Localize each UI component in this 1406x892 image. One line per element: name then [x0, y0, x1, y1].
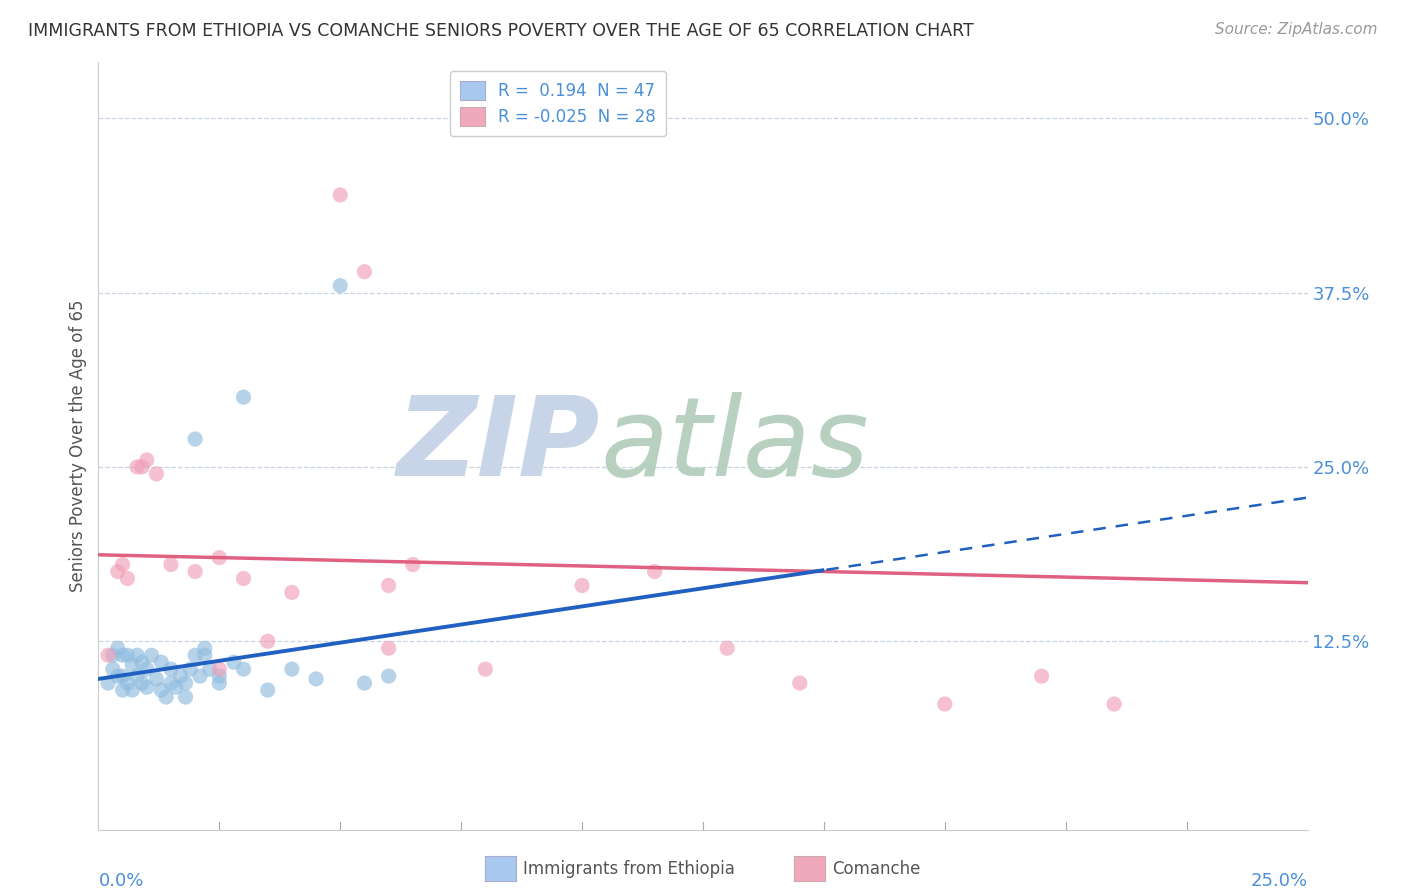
Point: [160, 558, 183, 572]
Point: [232, 390, 254, 404]
Point: [121, 657, 143, 672]
Point: [716, 641, 738, 656]
Point: [256, 683, 278, 698]
Point: [135, 453, 157, 467]
Point: [353, 676, 375, 690]
Point: [107, 669, 129, 683]
Point: [194, 641, 217, 656]
Point: [121, 683, 143, 698]
Point: [377, 669, 399, 683]
Point: [1102, 697, 1125, 711]
Point: [117, 572, 139, 586]
Point: [208, 662, 231, 676]
Point: [934, 697, 956, 711]
Point: [789, 676, 811, 690]
Point: [145, 672, 167, 686]
Point: [150, 683, 173, 698]
Point: [644, 565, 666, 579]
Point: [117, 648, 139, 663]
Point: [232, 572, 254, 586]
Text: ZIP: ZIP: [396, 392, 600, 500]
Text: IMMIGRANTS FROM ETHIOPIA VS COMANCHE SENIORS POVERTY OVER THE AGE OF 65 CORRELAT: IMMIGRANTS FROM ETHIOPIA VS COMANCHE SEN…: [28, 22, 974, 40]
Text: Immigrants from Ethiopia: Immigrants from Ethiopia: [523, 860, 735, 878]
Text: 25.0%: 25.0%: [1250, 871, 1308, 889]
Point: [145, 467, 167, 481]
Text: atlas: atlas: [600, 392, 869, 500]
Point: [101, 648, 124, 663]
Legend: R =  0.194  N = 47, R = -0.025  N = 28: R = 0.194 N = 47, R = -0.025 N = 28: [450, 70, 666, 136]
Point: [184, 648, 207, 663]
Point: [194, 648, 217, 663]
Point: [474, 662, 496, 676]
Point: [117, 676, 139, 690]
Point: [150, 655, 173, 669]
Point: [377, 641, 399, 656]
Point: [127, 459, 149, 474]
Point: [107, 565, 129, 579]
Point: [160, 662, 183, 676]
Point: [571, 578, 593, 592]
Point: [232, 662, 254, 676]
Point: [208, 676, 231, 690]
Point: [111, 669, 134, 683]
Point: [127, 669, 149, 683]
Point: [1031, 669, 1053, 683]
Point: [97, 648, 120, 663]
Point: [256, 634, 278, 648]
Point: [135, 681, 157, 695]
Point: [131, 676, 153, 690]
Point: [184, 432, 207, 446]
Point: [169, 669, 191, 683]
Point: [329, 278, 352, 293]
Point: [281, 585, 304, 599]
Point: [208, 550, 231, 565]
Point: [107, 641, 129, 656]
Point: [222, 655, 245, 669]
Point: [111, 683, 134, 698]
Text: 0.0%: 0.0%: [98, 871, 143, 889]
Point: [131, 459, 153, 474]
Point: [160, 676, 183, 690]
Point: [141, 648, 163, 663]
Point: [155, 690, 177, 704]
Point: [101, 662, 124, 676]
Point: [353, 265, 375, 279]
Point: [208, 669, 231, 683]
Point: [174, 676, 197, 690]
Point: [179, 662, 201, 676]
Point: [377, 578, 399, 592]
Point: [329, 188, 352, 202]
Point: [305, 672, 328, 686]
Point: [165, 681, 187, 695]
Point: [198, 662, 221, 676]
Point: [281, 662, 304, 676]
Point: [402, 558, 425, 572]
Point: [111, 648, 134, 663]
Y-axis label: Seniors Poverty Over the Age of 65: Seniors Poverty Over the Age of 65: [69, 300, 87, 592]
Point: [127, 648, 149, 663]
Point: [174, 690, 197, 704]
Text: Comanche: Comanche: [832, 860, 921, 878]
Point: [97, 676, 120, 690]
Text: Source: ZipAtlas.com: Source: ZipAtlas.com: [1215, 22, 1378, 37]
Point: [111, 558, 134, 572]
Point: [188, 669, 211, 683]
Point: [135, 662, 157, 676]
Point: [131, 655, 153, 669]
Point: [184, 565, 207, 579]
